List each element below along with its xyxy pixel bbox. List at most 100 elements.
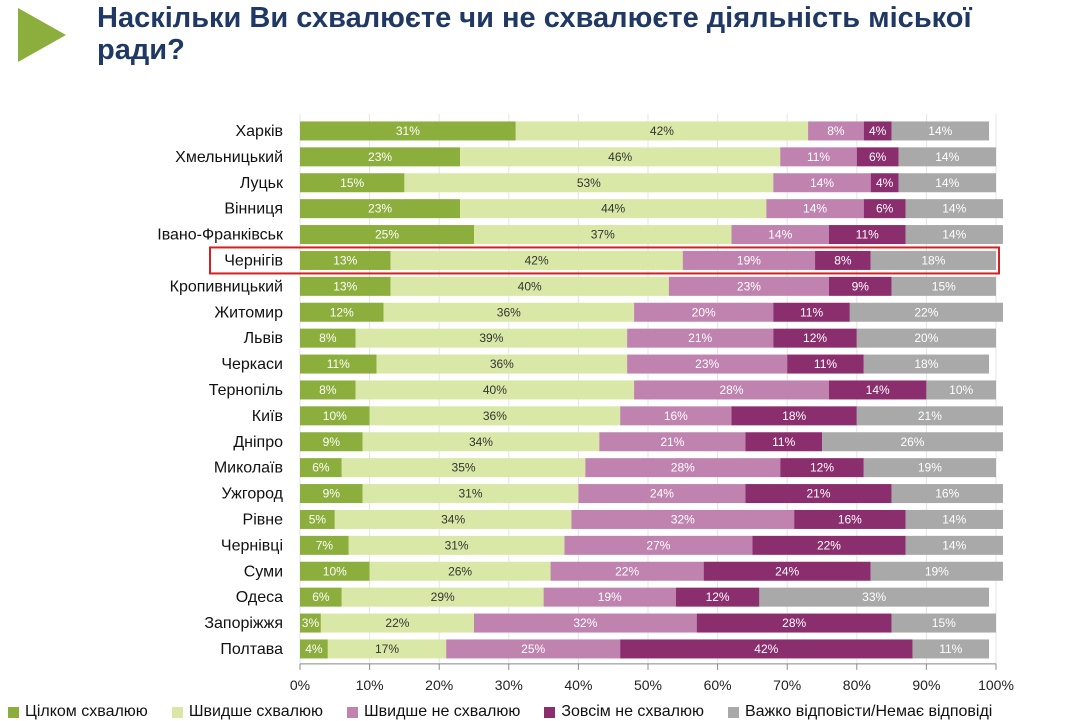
legend-label: Швидше не схвалюю bbox=[363, 703, 521, 720]
bar-segment bbox=[863, 121, 892, 141]
chart-bars: 31% 42% 8% 4% 14% 23% 46% 11% 6% 14% 15% 53% 14% 4% 14… bbox=[300, 121, 1003, 659]
bar-segment bbox=[815, 250, 871, 270]
data-label: 14% bbox=[942, 538, 966, 552]
category-label: Черкаси bbox=[221, 356, 283, 373]
bar-segment bbox=[550, 561, 704, 581]
data-label: 4% bbox=[305, 642, 323, 656]
bar-segment bbox=[300, 250, 391, 270]
data-label: 3% bbox=[302, 616, 320, 630]
data-label: 16% bbox=[664, 409, 688, 423]
bar-segment bbox=[745, 484, 892, 504]
data-label: 14% bbox=[810, 176, 834, 190]
bar-segment bbox=[891, 276, 996, 296]
data-label: 20% bbox=[914, 331, 938, 345]
legend-label: Цілком схвалюю bbox=[25, 703, 148, 720]
data-label: 44% bbox=[601, 202, 625, 216]
bar-segment bbox=[731, 225, 829, 245]
data-label: 9% bbox=[323, 435, 341, 449]
bar-segment bbox=[300, 484, 363, 504]
bar-segment bbox=[891, 613, 996, 633]
data-label: 18% bbox=[914, 357, 938, 371]
bar-segment bbox=[362, 484, 579, 504]
data-label: 14% bbox=[866, 383, 890, 397]
legend-label: Зовсім не схвалюю bbox=[561, 703, 704, 720]
legend-item: Зовсім не схвалюю bbox=[544, 703, 704, 721]
data-label: 31% bbox=[396, 124, 420, 138]
bar-segment bbox=[794, 509, 906, 529]
bar-segment bbox=[898, 173, 996, 193]
data-label: 22% bbox=[615, 564, 639, 578]
legend-swatch bbox=[346, 706, 358, 718]
data-label: 9% bbox=[852, 279, 870, 293]
bar-segment bbox=[856, 406, 1003, 426]
data-label: 20% bbox=[692, 305, 716, 319]
category-label: Харків bbox=[235, 123, 283, 140]
bar-segment bbox=[515, 121, 809, 141]
bar-segment bbox=[300, 561, 370, 581]
data-label: 11% bbox=[807, 150, 830, 164]
data-label: 34% bbox=[469, 435, 493, 449]
bar-segment bbox=[891, 484, 1003, 504]
bar-segment bbox=[856, 147, 899, 167]
category-label: Чернігів bbox=[224, 252, 283, 269]
highlight-box bbox=[209, 246, 1000, 275]
legend-item: Швидше схвалюю bbox=[171, 703, 323, 721]
category-label: Житомир bbox=[214, 304, 283, 321]
data-label: 42% bbox=[650, 124, 674, 138]
x-axis: 0% 10% 20% 30% 40% 50% 60% 70% 80% 90% 100% bbox=[290, 663, 1014, 693]
x-tick-label: 40% bbox=[564, 677, 592, 693]
data-label: 25% bbox=[521, 642, 545, 656]
bar-segment bbox=[578, 484, 746, 504]
category-label: Ужгород bbox=[222, 486, 284, 503]
data-label: 14% bbox=[942, 512, 966, 526]
x-tick-label: 60% bbox=[704, 677, 732, 693]
bar-segment bbox=[446, 639, 621, 659]
data-label: 19% bbox=[737, 253, 761, 267]
data-label: 14% bbox=[942, 202, 966, 216]
data-label: 15% bbox=[932, 279, 956, 293]
bar-segment bbox=[300, 354, 377, 374]
data-label: 39% bbox=[479, 331, 503, 345]
bar-segment bbox=[856, 328, 996, 348]
bar-segment bbox=[460, 147, 781, 167]
legend-item: Цілком схвалюю bbox=[8, 703, 148, 721]
category-label: Хмельницький bbox=[175, 149, 283, 166]
bar-segment bbox=[627, 328, 774, 348]
bar-segment bbox=[300, 406, 370, 426]
bar-segment bbox=[334, 509, 572, 529]
bar-segment bbox=[905, 509, 1003, 529]
bar-segment bbox=[376, 354, 628, 374]
data-label: 7% bbox=[316, 538, 334, 552]
bar-segment bbox=[300, 328, 356, 348]
data-label: 19% bbox=[918, 461, 942, 475]
bar-segment bbox=[571, 509, 795, 529]
bar-segment bbox=[300, 199, 461, 219]
bar-segment bbox=[759, 587, 990, 607]
data-label: 10% bbox=[323, 564, 347, 578]
bar-segment bbox=[474, 225, 732, 245]
data-label: 32% bbox=[671, 512, 695, 526]
bar-segment bbox=[828, 276, 892, 296]
bar-segment bbox=[863, 199, 906, 219]
bar-segment bbox=[320, 613, 474, 633]
bar-segment bbox=[634, 380, 829, 400]
data-label: 22% bbox=[385, 616, 409, 630]
page-title: Наскільки Ви схвалюєте чи не схвалюєте д… bbox=[97, 2, 972, 66]
data-label: 12% bbox=[810, 461, 834, 475]
data-label: 46% bbox=[608, 150, 632, 164]
data-label: 21% bbox=[918, 409, 942, 423]
legend-swatch bbox=[544, 706, 556, 718]
data-label: 9% bbox=[323, 487, 341, 501]
bar-segment bbox=[300, 432, 363, 452]
bar-segment bbox=[627, 354, 788, 374]
data-label: 13% bbox=[333, 253, 357, 267]
data-label: 36% bbox=[497, 305, 521, 319]
bar-segment bbox=[891, 121, 990, 141]
data-label: 36% bbox=[483, 409, 507, 423]
data-label: 37% bbox=[591, 228, 615, 242]
category-label: Дніпро bbox=[233, 434, 283, 451]
data-label: 10% bbox=[949, 383, 973, 397]
bar-segment bbox=[383, 302, 635, 322]
x-tick-label: 50% bbox=[634, 677, 662, 693]
data-label: 12% bbox=[330, 305, 354, 319]
